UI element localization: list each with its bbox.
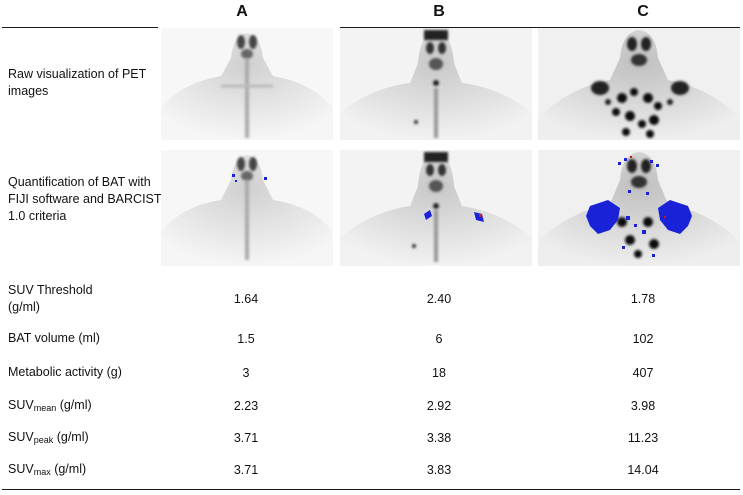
suv-mean-label-sub: mean — [33, 403, 57, 413]
row-label-suv-peak: SUVpeak (g/ml) — [8, 429, 158, 447]
suv-max-label-main: SUV — [8, 462, 34, 476]
pet-image-raw-b — [340, 28, 532, 140]
row-label-suv-threshold: SUV Threshold (g/ml) — [8, 283, 93, 314]
metabolic-activity-c: 407 — [632, 366, 654, 380]
suv-mean-c: 3.98 — [630, 399, 656, 413]
suv-max-label-sub: max — [33, 467, 51, 477]
suv-threshold-b: 2.40 — [426, 292, 452, 306]
column-header-c: C — [637, 3, 649, 20]
bottom-rule — [2, 489, 740, 490]
top-rule-left — [2, 27, 158, 28]
column-header-a: A — [236, 3, 248, 20]
row-label-suv-mean: SUVmean (g/ml) — [8, 397, 158, 415]
suv-threshold-a: 1.64 — [233, 292, 259, 306]
top-rule-right — [340, 27, 740, 28]
bat-quantification-image-a — [161, 150, 333, 266]
bat-volume-c: 102 — [632, 332, 654, 346]
suv-max-a: 3.71 — [233, 463, 259, 477]
suv-peak-label-main: SUV — [8, 430, 34, 444]
suv-mean-a: 2.23 — [233, 399, 259, 413]
suv-peak-b: 3.38 — [426, 431, 452, 445]
row-label-metabolic-activity: Metabolic activity (g) — [8, 365, 122, 379]
suv-max-label-unit: (g/ml) — [50, 462, 87, 476]
suv-peak-label-unit: (g/ml) — [53, 430, 89, 444]
suv-mean-b: 2.92 — [426, 399, 452, 413]
metabolic-activity-b: 18 — [432, 366, 446, 380]
pet-image-raw-a — [161, 28, 333, 140]
bat-quantification-image-c — [538, 150, 740, 266]
row-label-bat-volume: BAT volume (ml) — [8, 331, 100, 345]
column-header-b: B — [433, 3, 445, 20]
bat-volume-a: 1.5 — [237, 332, 255, 346]
suv-max-c: 14.04 — [627, 463, 659, 477]
suv-max-b: 3.83 — [426, 463, 452, 477]
suv-peak-label-sub: peak — [33, 435, 54, 445]
suv-mean-label-main: SUV — [8, 398, 34, 412]
row-label-raw-visualization: Raw visualization of PET images — [8, 67, 147, 98]
pet-image-raw-c — [538, 28, 740, 140]
row-label-suv-max: SUVmax (g/ml) — [8, 461, 158, 479]
suv-peak-a: 3.71 — [233, 431, 259, 445]
suv-mean-label-unit: (g/ml) — [56, 398, 92, 412]
bat-volume-b: 6 — [435, 332, 443, 346]
suv-peak-c: 11.23 — [627, 431, 659, 445]
metabolic-activity-a: 3 — [242, 366, 250, 380]
suv-threshold-c: 1.78 — [630, 292, 656, 306]
row-label-quantification: Quantification of BAT with FIJI software… — [8, 175, 162, 223]
bat-quantification-image-b — [340, 150, 532, 266]
